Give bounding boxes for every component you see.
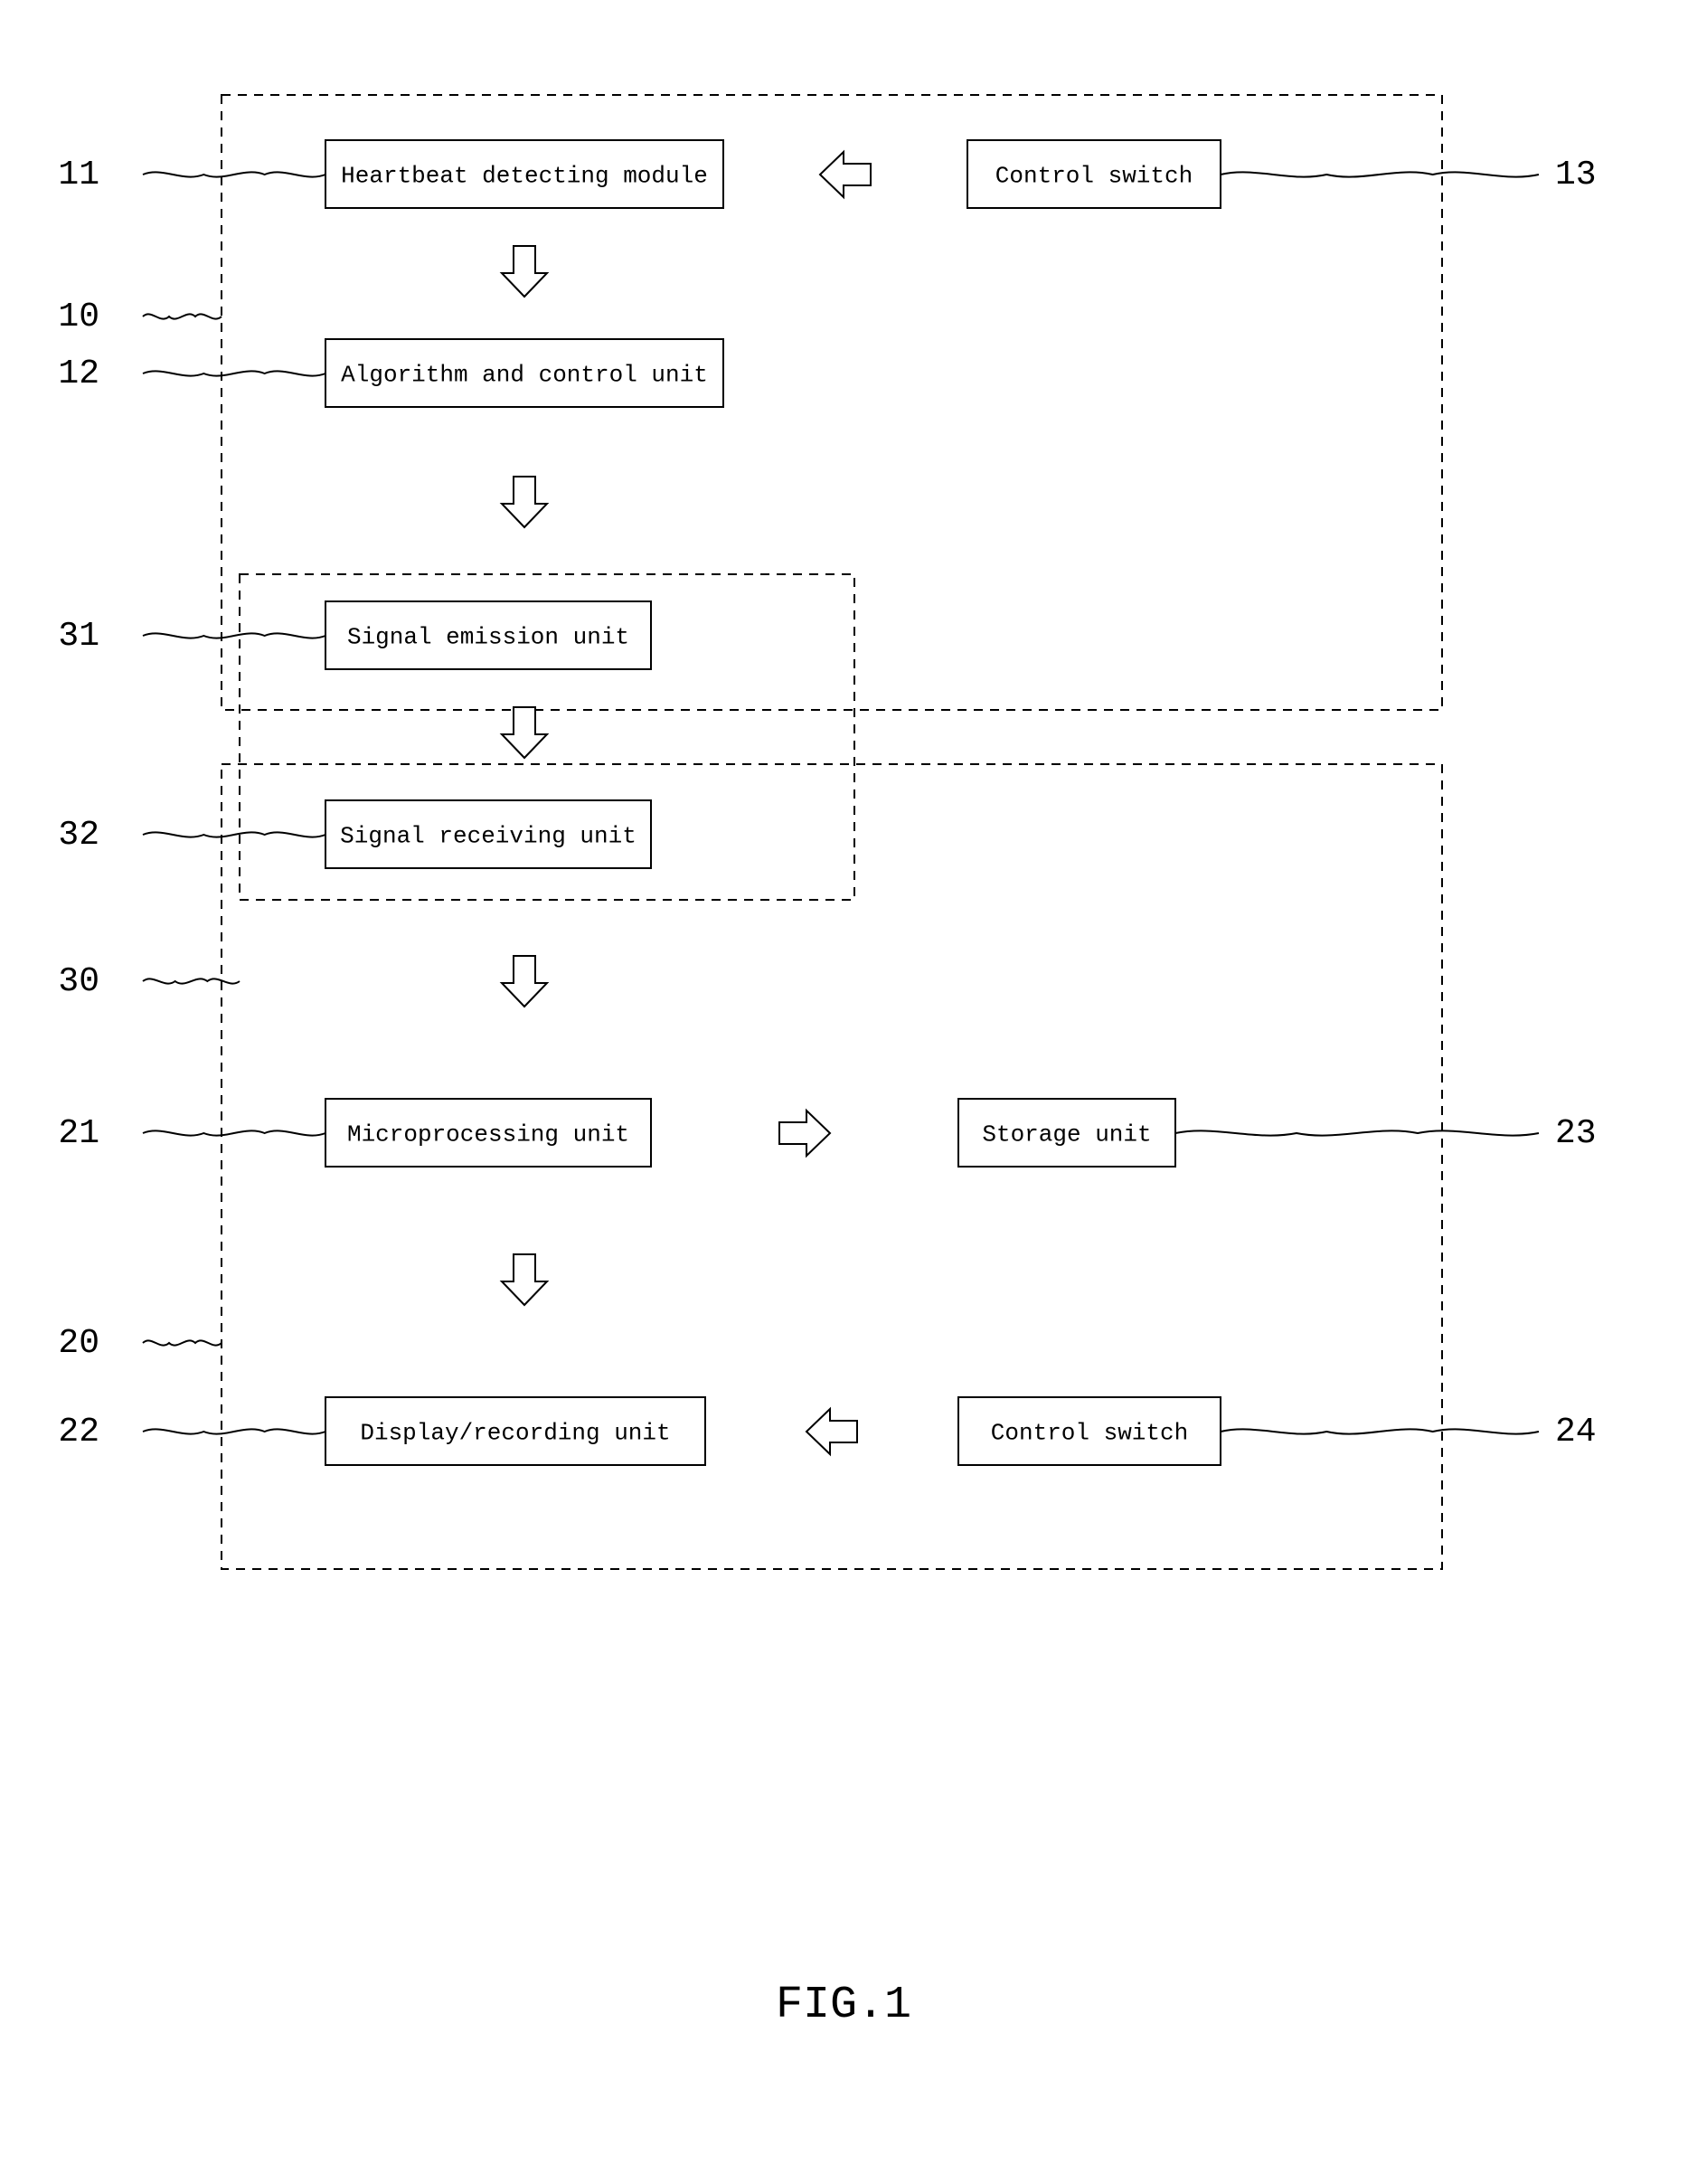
ref-23: 23 <box>1555 1114 1597 1153</box>
box-label-heartbeat: Heartbeat detecting module <box>341 162 708 189</box>
leader-32 <box>143 832 325 837</box>
ref-22: 22 <box>58 1413 99 1451</box>
leader-13 <box>1221 172 1539 176</box>
leader-22 <box>143 1429 325 1433</box>
leader-12 <box>143 371 325 375</box>
figure-diagram: Heartbeat detecting module Control switch… <box>0 0 1688 2184</box>
ref-11: 11 <box>58 156 99 194</box>
leader-10 <box>143 314 222 318</box>
ref-21: 21 <box>58 1114 99 1153</box>
box-label-algo: Algorithm and control unit <box>341 361 708 388</box>
leader-21 <box>143 1130 325 1135</box>
ref-12: 12 <box>58 355 99 393</box>
leader-30 <box>143 979 240 983</box>
box-label-storage: Storage unit <box>982 1120 1151 1148</box>
ref-30: 30 <box>58 962 99 1001</box>
leader-20 <box>143 1340 222 1345</box>
box-label-recv: Signal receiving unit <box>340 822 637 849</box>
box-label-ctrl1: Control switch <box>995 162 1193 189</box>
leader-31 <box>143 633 325 638</box>
leader-23 <box>1175 1130 1539 1135</box>
arrow-recv-to-mpu <box>502 956 547 1007</box>
arrow-heartbeat-to-algo <box>502 246 547 297</box>
arrow-mpu-to-display <box>502 1254 547 1305</box>
ref-32: 32 <box>58 816 99 855</box>
ref-13: 13 <box>1555 156 1597 194</box>
ref-31: 31 <box>58 617 99 656</box>
box-label-emit: Signal emission unit <box>347 623 629 650</box>
ref-20: 20 <box>58 1324 99 1363</box>
arrow-emit-to-recv <box>502 707 547 758</box>
box-label-display: Display/recording unit <box>360 1419 670 1446</box>
arrow-ctrl1-to-heartbeat <box>820 152 871 197</box>
arrow-mpu-to-storage <box>779 1111 830 1156</box>
leader-11 <box>143 172 325 176</box>
arrow-algo-to-emit <box>502 477 547 527</box>
leader-24 <box>1221 1429 1539 1433</box>
ref-10: 10 <box>58 298 99 336</box>
box-label-ctrl2: Control switch <box>991 1419 1188 1446</box>
box-label-mpu: Microprocessing unit <box>347 1120 629 1148</box>
ref-24: 24 <box>1555 1413 1597 1451</box>
arrow-ctrl2-to-display <box>806 1409 857 1454</box>
figure-label: FIG.1 <box>776 1980 911 2031</box>
